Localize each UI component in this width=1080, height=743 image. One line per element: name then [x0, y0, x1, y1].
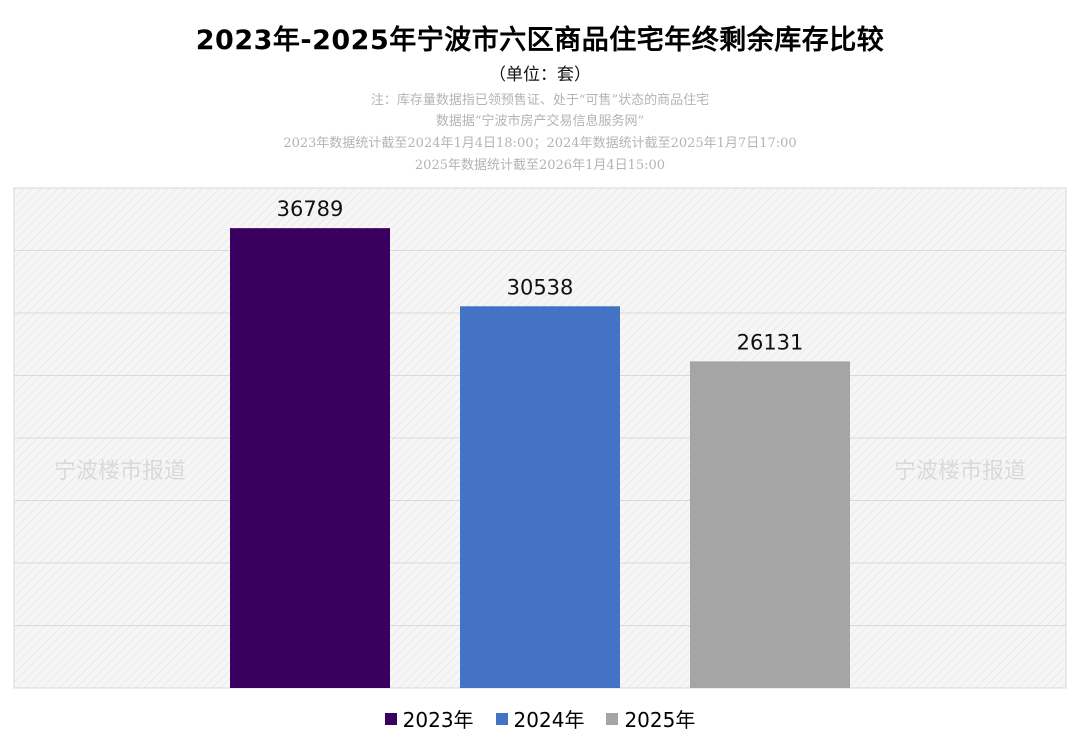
legend-label-2024: 2024年 — [513, 708, 585, 732]
note-line-1: 注：库存量数据指已领预售证、处于“可售”状态的商品住宅 — [370, 93, 710, 108]
chart-title: 2023年-2025年宁波市六区商品住宅年终剩余库存比较 — [195, 25, 885, 56]
note-line-4: 2025年数据统计截至2026年1月4日15:00 — [414, 158, 666, 173]
legend-item-2025: 2025年 — [606, 704, 695, 733]
bar-2024 — [460, 306, 620, 688]
watermark-left: 宁波楼市报道 — [54, 459, 186, 484]
legend-label-2025: 2025年 — [624, 708, 696, 732]
legend: 2023年 2024年 2025年 — [0, 704, 1080, 733]
legend-label-2023: 2023年 — [402, 708, 474, 732]
data-labels: 36789 30538 26131 — [277, 197, 804, 354]
data-label-2024: 30538 — [507, 275, 574, 299]
note-line-3: 2023年数据统计截至2024年1月4日18:00；2024年数据统计截至202… — [283, 136, 797, 151]
legend-item-2023: 2023年 — [384, 704, 474, 733]
unit-label: （单位：套） — [489, 65, 591, 85]
bar-2025 — [690, 361, 850, 688]
watermark-right: 宁波楼市报道 — [894, 459, 1026, 484]
note-line-2: 数据据“宁波市房产交易信息服务网” — [435, 114, 645, 129]
bars — [230, 228, 850, 688]
legend-swatch-2025 — [606, 712, 619, 725]
bar-2023 — [230, 228, 390, 688]
data-label-2023: 36789 — [277, 197, 344, 221]
legend-swatch-2024 — [495, 712, 508, 725]
legend-swatch-2023 — [384, 712, 397, 725]
data-label-2025: 26131 — [737, 330, 804, 354]
legend-item-2024: 2024年 — [495, 704, 585, 733]
